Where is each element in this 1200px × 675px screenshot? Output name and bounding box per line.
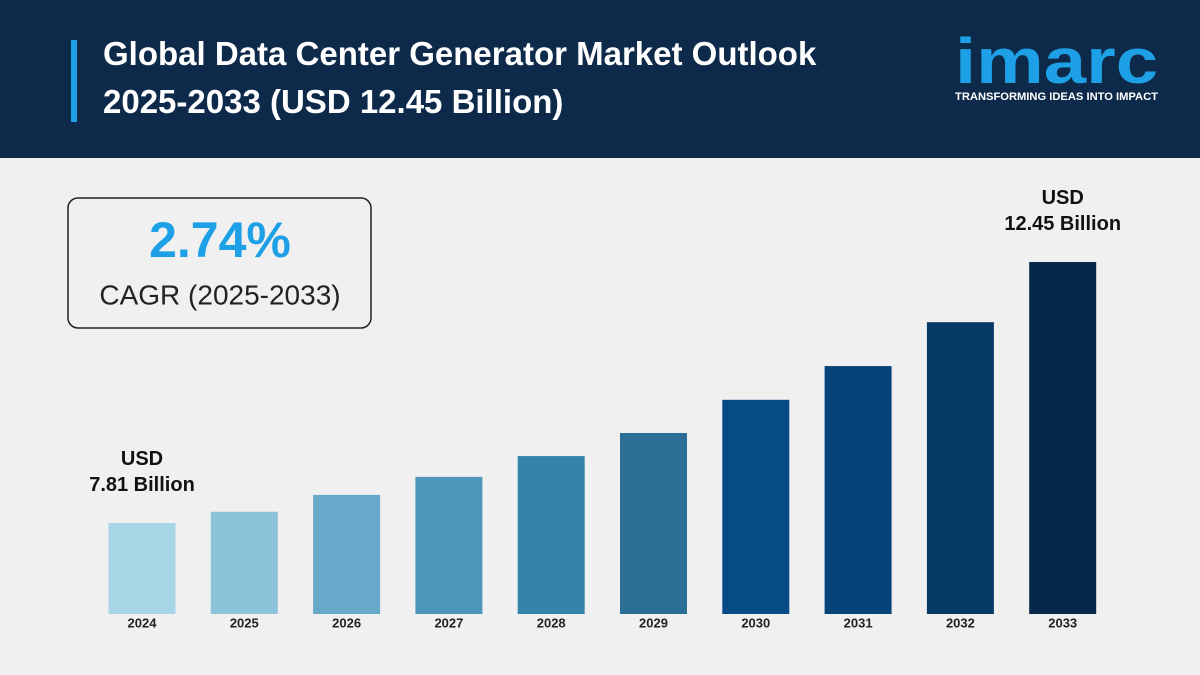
x-tick-label: 2024 <box>128 615 158 630</box>
x-tick-label: 2032 <box>946 615 975 630</box>
cagr-box <box>67 197 372 329</box>
x-tick-label: 2026 <box>332 615 361 630</box>
bar <box>517 456 585 614</box>
x-tick-label: 2033 <box>1048 615 1077 630</box>
cagr-value: 2.74% <box>149 212 291 268</box>
x-tick-label: 2030 <box>741 615 770 630</box>
x-tick-label: 2028 <box>537 615 566 630</box>
chart-title: Global Data Center Generator Market Outl… <box>103 35 817 120</box>
logo-name: imarc <box>955 25 1158 97</box>
x-tick-label: 2029 <box>639 615 668 630</box>
x-tick-label: 2025 <box>230 615 259 630</box>
bar <box>620 433 687 614</box>
bar <box>415 476 483 614</box>
bar <box>1029 262 1097 614</box>
bar <box>210 511 278 614</box>
bar <box>926 322 994 614</box>
header <box>0 0 1200 158</box>
x-tick-label: 2027 <box>434 615 463 630</box>
bar <box>313 494 381 614</box>
x-tick-label: 2031 <box>844 615 873 630</box>
value-label: USD 7.81 Billion <box>89 448 195 496</box>
cagr-label: CAGR (2025-2033) <box>99 279 340 310</box>
bar <box>108 523 176 614</box>
logo-tagline: TRANSFORMING IDEAS INTO IMPACT <box>955 91 1158 103</box>
bar <box>722 399 790 614</box>
bar <box>824 366 892 614</box>
accent-bar <box>71 40 77 122</box>
value-label: USD 12.45 Billion <box>1004 187 1121 235</box>
